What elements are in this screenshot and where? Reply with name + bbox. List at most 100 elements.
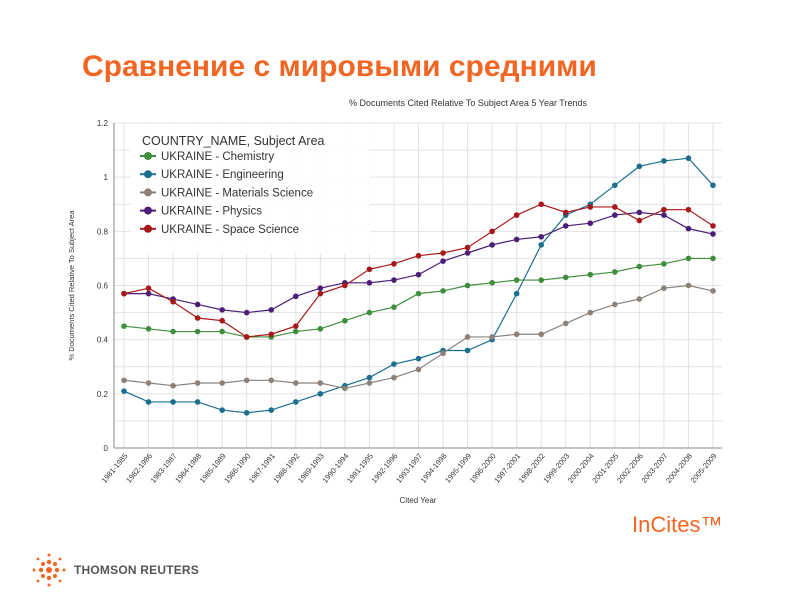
data-point xyxy=(661,261,667,267)
data-point xyxy=(612,182,618,189)
data-point xyxy=(538,242,545,248)
data-point xyxy=(366,309,373,316)
legend-marker xyxy=(144,152,152,160)
data-point xyxy=(489,279,495,286)
data-point xyxy=(562,223,569,229)
y-axis-label: % Documents Cited Relative To Subject Ar… xyxy=(67,210,76,361)
data-point xyxy=(538,201,545,208)
data-point xyxy=(391,304,397,310)
data-point xyxy=(268,331,275,338)
data-point xyxy=(415,355,422,362)
data-point xyxy=(391,374,397,381)
data-point xyxy=(219,328,225,335)
data-point xyxy=(121,323,127,329)
data-point xyxy=(538,233,545,240)
data-point xyxy=(661,212,667,218)
data-point xyxy=(366,374,373,381)
data-point xyxy=(391,277,397,283)
data-point xyxy=(317,290,324,297)
data-point xyxy=(391,361,397,367)
data-point xyxy=(612,204,618,210)
data-point xyxy=(121,388,127,394)
data-point xyxy=(464,282,471,289)
legend-marker xyxy=(144,206,152,215)
y-tick-label: 1.2 xyxy=(97,119,109,128)
data-point xyxy=(636,163,643,170)
data-point xyxy=(612,301,618,308)
data-point xyxy=(685,155,692,162)
data-point xyxy=(587,220,594,227)
data-point xyxy=(342,317,348,324)
data-point xyxy=(440,288,446,294)
data-point xyxy=(268,407,275,413)
data-point xyxy=(366,380,373,386)
legend-marker xyxy=(144,188,152,197)
data-point xyxy=(636,209,643,216)
data-point xyxy=(366,279,373,286)
legend-box xyxy=(130,124,370,254)
data-point xyxy=(170,298,176,305)
brand-name: THOMSON REUTERS xyxy=(74,563,200,577)
data-point xyxy=(243,409,250,416)
legend-title: COUNTRY_NAME, Subject Area xyxy=(142,134,325,148)
data-point xyxy=(194,301,201,308)
data-point xyxy=(464,334,471,340)
data-point xyxy=(145,290,152,297)
data-point xyxy=(194,315,201,321)
data-point xyxy=(342,385,348,392)
data-point xyxy=(489,334,495,340)
x-axis-label: Cited Year xyxy=(400,496,437,505)
slide-title: Сравнение с мировыми средними xyxy=(82,50,597,83)
reuters-dots-icon xyxy=(32,553,66,587)
data-point xyxy=(710,288,716,294)
data-point xyxy=(513,331,520,338)
data-point xyxy=(513,236,520,243)
data-point xyxy=(317,391,324,397)
data-point xyxy=(317,380,324,386)
y-tick-label: 0.2 xyxy=(97,390,109,399)
x-tick-label: 2005-2009 xyxy=(689,452,719,485)
legend-entry: UKRAINE - Space Science xyxy=(161,224,299,236)
data-point xyxy=(685,282,692,289)
data-point xyxy=(268,377,275,384)
data-point xyxy=(587,271,594,278)
data-point xyxy=(710,223,716,229)
data-point xyxy=(121,290,127,297)
data-point xyxy=(710,255,716,262)
data-point xyxy=(219,380,225,386)
y-tick-label: 0.8 xyxy=(97,227,109,236)
legend-entry: UKRAINE - Materials Science xyxy=(161,187,313,199)
data-point xyxy=(415,271,422,278)
data-point xyxy=(661,285,667,292)
data-point xyxy=(636,217,643,224)
data-point xyxy=(710,231,716,237)
data-point xyxy=(513,290,520,297)
legend-entry: UKRAINE - Chemistry xyxy=(161,151,274,163)
legend-marker xyxy=(144,170,152,179)
data-point xyxy=(661,206,667,213)
data-point xyxy=(292,380,299,386)
data-point xyxy=(562,274,569,281)
data-point xyxy=(440,258,446,264)
data-point xyxy=(464,250,471,256)
data-point xyxy=(415,290,422,297)
data-point xyxy=(219,317,225,324)
data-point xyxy=(464,347,471,354)
data-point xyxy=(243,334,250,340)
data-point xyxy=(513,277,520,283)
data-point xyxy=(194,399,201,405)
data-point xyxy=(685,225,692,232)
data-point xyxy=(636,263,643,270)
data-point xyxy=(342,282,348,289)
data-point xyxy=(538,331,545,338)
data-point xyxy=(145,380,152,386)
data-point xyxy=(513,212,520,218)
data-point xyxy=(562,320,569,327)
data-point xyxy=(194,328,201,335)
data-point xyxy=(415,252,422,259)
data-point xyxy=(121,377,127,384)
data-point xyxy=(170,328,176,335)
data-point xyxy=(636,296,643,302)
legend-entry: UKRAINE - Physics xyxy=(161,206,262,218)
